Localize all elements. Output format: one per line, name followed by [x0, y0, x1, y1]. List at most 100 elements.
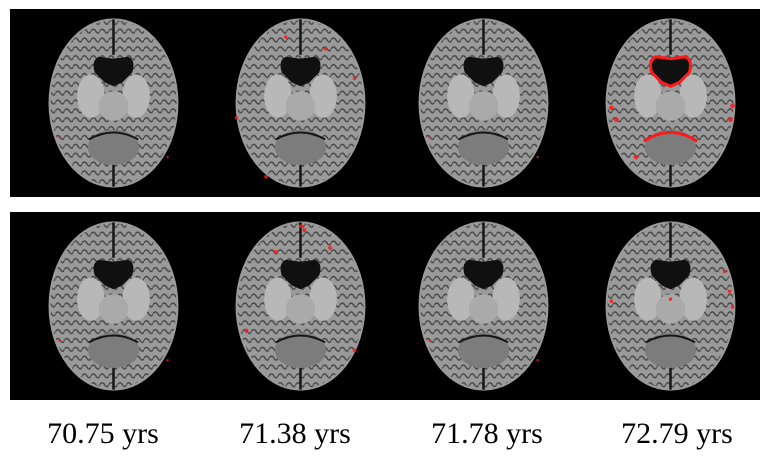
right-basal-ganglia	[122, 74, 150, 118]
brain-scan	[577, 9, 764, 197]
overlay-spot	[264, 175, 268, 179]
occipital-region	[87, 332, 140, 369]
right-ventricle	[670, 259, 691, 290]
right-ventricle	[113, 259, 134, 290]
left-ventricle	[463, 56, 484, 87]
overlay-spot	[58, 339, 61, 342]
overlay-spot	[234, 115, 239, 120]
brain-scan	[390, 212, 577, 400]
right-ventricle	[483, 259, 504, 290]
brain-slice-image	[234, 18, 366, 188]
left-basal-ganglia	[77, 74, 105, 118]
brain-slice-image	[418, 221, 549, 391]
overlay-spot	[166, 155, 169, 159]
overlay-spot	[609, 299, 614, 303]
left-basal-ganglia	[447, 74, 475, 118]
thalamus	[285, 91, 316, 121]
overlay-spot	[166, 358, 169, 362]
overlay-spot	[428, 136, 431, 139]
overlay-ventricles	[649, 55, 692, 88]
right-basal-ganglia	[309, 277, 337, 321]
brain-scan	[20, 212, 207, 400]
overlay-spot	[536, 155, 539, 159]
brain-slice-image	[605, 18, 736, 188]
thalamus	[468, 91, 499, 121]
right-basal-ganglia	[679, 74, 707, 118]
occipital-region	[644, 129, 697, 166]
occipital-region	[274, 332, 327, 369]
thalamus	[655, 91, 686, 121]
occipital-region	[644, 332, 697, 369]
brain-scan	[577, 212, 764, 400]
occipital-region	[87, 129, 140, 166]
overlay-spot	[727, 289, 732, 294]
overlay-spot	[352, 76, 357, 81]
bottom-row-panel	[10, 212, 760, 400]
overlay-spot	[428, 339, 431, 342]
occipital-region	[457, 129, 510, 166]
left-basal-ganglia	[634, 277, 662, 321]
overlay-spot	[302, 228, 307, 233]
brain-scan	[20, 9, 207, 197]
overlay-spot	[283, 35, 288, 39]
right-ventricle	[300, 56, 321, 87]
overlay-spot	[58, 136, 61, 139]
thalamus	[98, 91, 129, 121]
posterior-horns	[88, 131, 139, 141]
overlay-spot	[299, 224, 304, 229]
right-ventricle	[113, 56, 134, 87]
thalamus	[655, 294, 686, 324]
brain-slice-image	[235, 221, 366, 391]
overlay-spot	[273, 249, 278, 254]
posterior-horns	[275, 131, 326, 141]
overlay-spot	[328, 245, 332, 250]
left-ventricle	[93, 56, 114, 87]
left-ventricle	[650, 259, 671, 290]
overlay-spot	[614, 117, 619, 123]
right-ventricle	[670, 56, 691, 87]
left-ventricle	[650, 56, 671, 87]
overlay-spot	[730, 103, 735, 109]
overlay-spot	[244, 328, 249, 333]
overlay-spot	[323, 47, 327, 51]
posterior-horns	[458, 334, 509, 344]
occipital-region	[457, 332, 510, 369]
right-ventricle	[300, 259, 321, 290]
posterior-horns	[275, 334, 326, 344]
right-basal-ganglia	[492, 74, 520, 118]
left-ventricle	[280, 259, 301, 290]
thalamus	[285, 294, 316, 324]
brain-slice-image	[418, 18, 549, 188]
brain-slice-image	[48, 221, 179, 391]
posterior-horns	[645, 334, 696, 344]
age-label-1: 70.75 yrs	[47, 417, 159, 450]
right-basal-ganglia	[492, 277, 520, 321]
left-basal-ganglia	[77, 277, 105, 321]
left-ventricle	[93, 259, 114, 290]
brain-scan	[390, 9, 577, 197]
overlay-spot	[536, 358, 539, 362]
overlay-spot	[668, 297, 673, 301]
overlay-spot	[609, 105, 614, 111]
brain-scan	[207, 212, 394, 400]
brain-scan	[207, 9, 394, 197]
left-basal-ganglia	[447, 277, 475, 321]
age-label-4: 72.79 yrs	[621, 417, 733, 450]
overlay-spot	[352, 348, 357, 353]
overlay-spot	[728, 117, 733, 123]
brain-slice-image	[605, 221, 736, 391]
age-label-2: 71.38 yrs	[239, 417, 351, 450]
thalamus	[98, 294, 129, 324]
thalamus	[468, 294, 499, 324]
overlay-spot	[722, 269, 727, 274]
top-row-panel	[10, 9, 760, 197]
occipital-region	[274, 129, 327, 166]
posterior-horns	[88, 334, 139, 344]
left-basal-ganglia	[634, 74, 662, 118]
overlay-spot	[730, 305, 735, 309]
right-ventricle	[483, 56, 504, 87]
age-label-3: 71.78 yrs	[431, 417, 543, 450]
posterior-horns	[458, 131, 509, 141]
brain-slice-image	[48, 18, 179, 188]
left-basal-ganglia	[264, 74, 292, 118]
